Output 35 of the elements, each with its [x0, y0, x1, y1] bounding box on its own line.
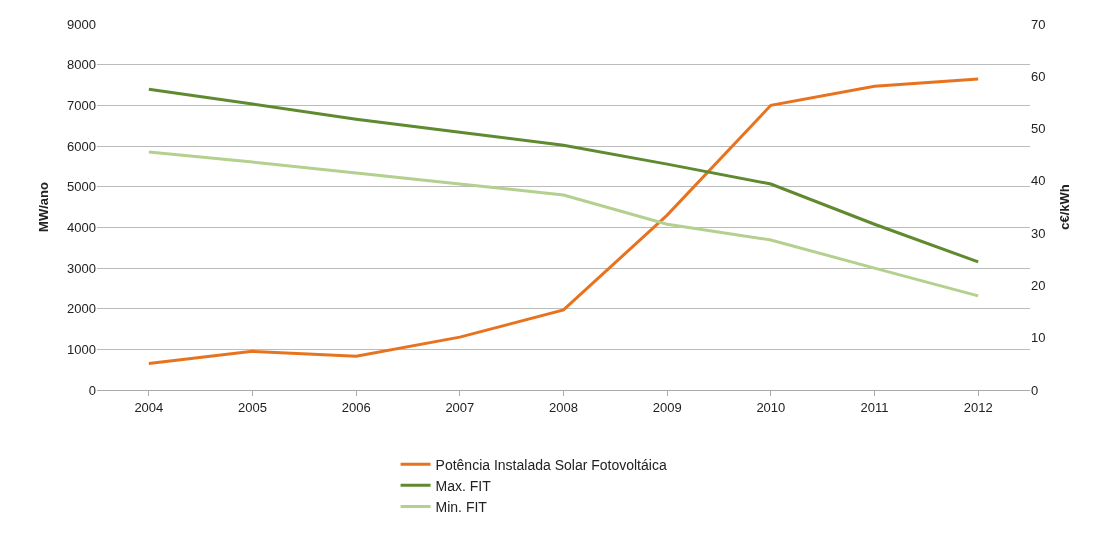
y2-tick-label: 40	[1031, 173, 1046, 189]
x-tick-label: 2006	[341, 399, 371, 415]
x-tick-label: 2004	[134, 399, 164, 415]
x-tick-label: 2005	[238, 399, 267, 415]
line-series	[147, 87, 980, 264]
y-axis-title: MW/ano	[36, 182, 52, 232]
y-tick-label: 8000	[67, 57, 96, 73]
x-tick-label: 2011	[860, 399, 889, 415]
y2-tick-label: 60	[1031, 68, 1046, 84]
y-tick-label: 7000	[67, 97, 96, 113]
line-series	[147, 77, 980, 366]
line-series	[147, 150, 980, 298]
y2-tick-label: 50	[1031, 121, 1046, 137]
x-tick-label: 2010	[756, 399, 786, 415]
y2-tick-label: 10	[1031, 330, 1046, 346]
y2-tick-label: 0	[1031, 382, 1039, 398]
y-tick-label: 6000	[67, 138, 96, 154]
legend-label: Potência Instalada Solar Fotovoltáica	[435, 456, 667, 473]
y-tick-label: 1000	[67, 341, 96, 357]
y-tick-label: 5000	[67, 179, 96, 195]
y-tick-label: 3000	[67, 260, 96, 276]
x-tick-label: 2007	[445, 399, 475, 415]
y-tick-label: 9000	[67, 16, 96, 32]
y2-tick-label: 70	[1031, 16, 1046, 32]
x-tick-label: 2009	[652, 399, 682, 415]
y-tick-label: 0	[88, 382, 96, 398]
x-tick-label: 2008	[549, 399, 578, 415]
legend-label: Min. FIT	[435, 499, 488, 516]
y-tick-label: 4000	[67, 219, 96, 235]
legend-label: Max. FIT	[435, 477, 492, 494]
x-tick-label: 2012	[963, 399, 993, 415]
y2-tick-label: 20	[1031, 277, 1046, 293]
y2-axis-title: c€/kWh	[1057, 184, 1073, 230]
y-tick-label: 2000	[67, 301, 96, 317]
y2-tick-label: 30	[1031, 225, 1046, 241]
